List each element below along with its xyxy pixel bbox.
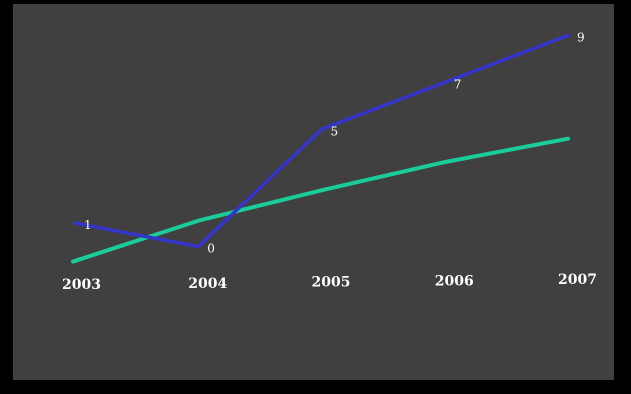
plot-area: 1 0 5 7 9 2003 2004 2005 2006 2007 [13,4,614,380]
trend-line [71,136,570,264]
data-label: 9 [577,30,585,44]
data-label: 0 [207,242,215,256]
line-chart: 1 0 5 7 9 2003 2004 2005 2006 2007 [62,30,597,293]
data-label: 5 [331,124,339,138]
series-line [73,33,570,249]
data-label: 1 [84,218,92,232]
x-tick-label: 2005 [312,275,351,291]
series-lines [71,33,570,264]
x-tick-label: 2006 [435,273,474,289]
x-axis-tick-labels: 2003 2004 2005 2006 2007 [62,272,597,293]
x-tick-label: 2004 [188,276,227,292]
x-tick-label: 2003 [62,277,101,293]
data-labels: 1 0 5 7 9 [84,30,585,255]
x-tick-label: 2007 [558,272,597,288]
data-label: 7 [454,77,462,91]
